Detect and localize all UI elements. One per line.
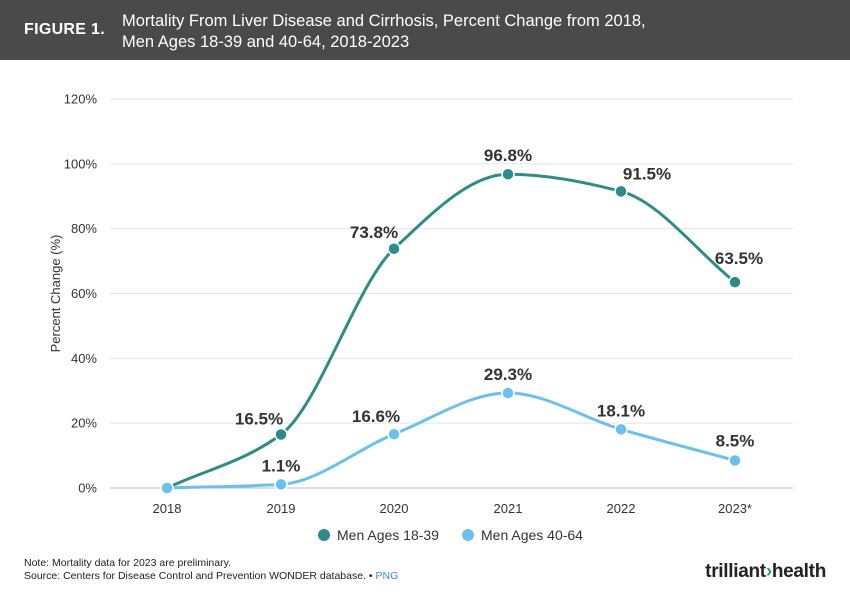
series-line bbox=[166, 391, 736, 490]
legend-label-men-40-64: Men Ages 40-64 bbox=[481, 527, 583, 543]
data-label: 73.8% bbox=[350, 223, 398, 242]
data-point bbox=[728, 453, 742, 468]
data-point bbox=[274, 477, 288, 492]
y-tick-label: 40% bbox=[71, 351, 97, 366]
data-point bbox=[501, 167, 515, 181]
chart-title-line1: Mortality From Liver Disease and Cirrhos… bbox=[122, 12, 646, 30]
x-tick-label: 2020 bbox=[380, 501, 409, 516]
data-point bbox=[387, 242, 401, 256]
legend-marker-men-18-39 bbox=[318, 529, 330, 541]
data-label: 91.5% bbox=[623, 164, 671, 183]
data-label: 63.5% bbox=[715, 249, 763, 268]
y-axis-ticks: 0% 20% 40% 60% 80% 100% 120% bbox=[64, 92, 98, 496]
chart-legend: Men Ages 18-39 Men Ages 40-64 bbox=[0, 527, 850, 547]
data-point bbox=[501, 386, 515, 400]
data-label: 18.1% bbox=[597, 401, 645, 420]
series-line bbox=[166, 172, 736, 490]
y-tick-label: 80% bbox=[71, 221, 97, 236]
x-tick-label: 2023* bbox=[718, 501, 752, 516]
source-text: Source: Centers for Disease Control and … bbox=[24, 570, 366, 582]
data-label: 29.3% bbox=[484, 365, 532, 384]
footnote-note: Note: Mortality data for 2023 are prelim… bbox=[24, 557, 231, 569]
y-tick-label: 100% bbox=[64, 156, 98, 171]
figure-header: FIGURE 1. Mortality From Liver Disease a… bbox=[0, 0, 850, 60]
data-label: 16.6% bbox=[352, 407, 400, 426]
data-point bbox=[387, 427, 401, 441]
data-label: 16.5% bbox=[235, 410, 283, 429]
data-point bbox=[160, 481, 174, 495]
data-label: 96.8% bbox=[484, 146, 532, 165]
legend-label-men-18-39: Men Ages 18-39 bbox=[337, 527, 439, 543]
series-group: 16.5%73.8%96.8%91.5%63.5%1.1%16.6%29.3%1… bbox=[160, 146, 763, 495]
gridlines bbox=[110, 98, 793, 489]
x-tick-label: 2021 bbox=[494, 501, 523, 516]
x-tick-label: 2018 bbox=[153, 501, 182, 516]
x-tick-label: 2022 bbox=[607, 501, 636, 516]
x-axis-ticks: 2018 2019 2020 2021 2022 2023* bbox=[153, 501, 752, 516]
y-tick-label: 20% bbox=[71, 416, 97, 431]
trilliant-health-logo: trilliant›health bbox=[705, 561, 826, 583]
chart-title: Mortality From Liver Disease and Cirrhos… bbox=[122, 11, 822, 53]
y-axis-label: Percent Change (%) bbox=[48, 235, 63, 353]
logo-mark-icon: › bbox=[765, 561, 772, 582]
figure-label: FIGURE 1. bbox=[24, 21, 105, 38]
data-point bbox=[728, 275, 742, 289]
y-tick-label: 60% bbox=[71, 286, 97, 301]
chart-title-line2: Men Ages 18-39 and 40-64, 2018-2023 bbox=[122, 33, 410, 51]
legend-item-men-40-64: Men Ages 40-64 bbox=[462, 527, 583, 543]
logo-text-health: health bbox=[771, 561, 826, 582]
series-2: 1.1% 16.6% 29.3% 18.1% 8.5% bbox=[160, 365, 755, 495]
separator: • bbox=[368, 570, 373, 582]
png-download-link[interactable]: PNG bbox=[375, 570, 399, 582]
legend-item-men-18-39: Men Ages 18-39 bbox=[318, 527, 439, 543]
data-label: 1.1% bbox=[262, 456, 301, 475]
data-point bbox=[274, 427, 288, 442]
logo-text-trilliant: trilliant bbox=[705, 561, 766, 582]
legend-marker-men-40-64 bbox=[462, 529, 474, 541]
footnote-source: Source: Centers for Disease Control and … bbox=[24, 570, 398, 582]
series-1: 16.5% 73.8% 96.8% 91.5% 63.5% bbox=[160, 146, 763, 495]
data-point bbox=[614, 422, 628, 437]
data-label: 8.5% bbox=[716, 431, 755, 450]
y-tick-label: 120% bbox=[64, 92, 98, 107]
x-tick-label: 2019 bbox=[267, 501, 296, 516]
y-tick-label: 0% bbox=[78, 481, 97, 496]
data-point bbox=[614, 184, 628, 199]
